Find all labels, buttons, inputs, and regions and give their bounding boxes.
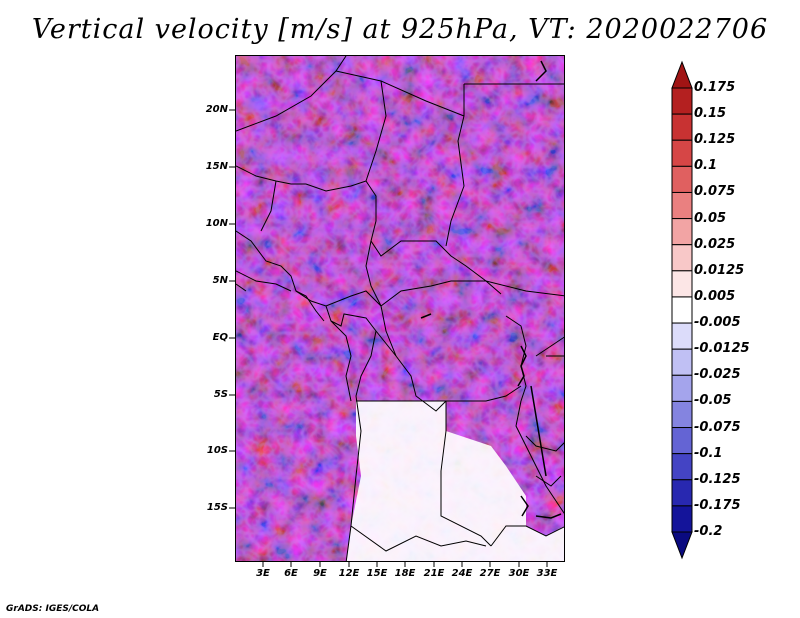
lat-label-5s: 5S [213, 389, 228, 400]
lon-label-3e: 3E [256, 568, 270, 579]
colorbar-swatch [671, 453, 693, 481]
lat-label-15n: 15N [205, 161, 228, 172]
lakes [420, 60, 562, 519]
colorbar-swatch [671, 296, 693, 324]
colorbar-label: 0.005 [694, 288, 736, 304]
lat-label-20n: 20N [205, 104, 228, 115]
lat-label-10s: 10S [206, 445, 228, 456]
map-canvas [236, 56, 564, 561]
colorbar-label: 0.175 [694, 80, 736, 95]
lon-label-6e: 6E [284, 568, 298, 579]
colorbar-swatch [671, 270, 693, 298]
lon-label-30e: 30E [508, 568, 530, 579]
colorbar-label: 0.1 [694, 158, 718, 174]
lon-label-15e: 15E [366, 568, 388, 579]
colorbar-label: -0.075 [694, 419, 741, 435]
colorbar-swatch [671, 505, 693, 533]
colorbar-label: 0.15 [694, 106, 727, 122]
colorbar-bottom-arrow [671, 531, 693, 560]
lat-label-5n: 5N [212, 275, 228, 286]
lon-label-27e: 27E [479, 568, 501, 579]
colorbar-swatch [671, 374, 693, 402]
colorbar-label: -0.0125 [694, 341, 750, 357]
weak-signal-region [346, 401, 564, 561]
lat-label-10n: 10N [205, 218, 228, 229]
colorbar-swatch [671, 244, 693, 272]
colorbar-label: -0.1 [694, 445, 723, 461]
colorbar-label: 0.125 [694, 132, 736, 148]
colorbar-label: 0.0125 [694, 262, 745, 278]
lon-label-33e: 33E [536, 568, 558, 579]
colorbar-swatch [671, 113, 693, 141]
chart-title: Vertical velocity [m/s] at 925hPa, VT: 2… [31, 14, 769, 45]
country-borders [236, 56, 564, 561]
colorbar-swatch [671, 322, 693, 350]
lon-label-9e: 9E [313, 568, 327, 579]
colorbar-label: 0.05 [694, 210, 727, 226]
grads-credit: GrADS: IGES/COLA [6, 604, 100, 614]
colorbar-swatch [671, 218, 693, 246]
colorbar-label: -0.2 [694, 524, 723, 539]
colorbar-swatch [671, 348, 693, 376]
colorbar-label: -0.05 [694, 393, 732, 409]
colorbar-swatch [671, 139, 693, 167]
colorbar-label: -0.125 [694, 471, 741, 487]
lon-label-18e: 18E [394, 568, 416, 579]
colorbar-swatch [671, 191, 693, 220]
lat-label-eq: EQ [212, 332, 228, 343]
colorbar-swatch [671, 87, 693, 115]
colorbar-top-arrow [671, 60, 693, 89]
colorbar [671, 60, 693, 560]
lon-label-21e: 21E [423, 568, 445, 579]
colorbar-label: 0.075 [694, 184, 736, 200]
colorbar-label: -0.005 [694, 315, 741, 331]
colorbar-swatch [671, 165, 693, 193]
lon-label-12e: 12E [338, 568, 360, 579]
colorbar-swatch [671, 479, 693, 507]
colorbar-label: 0.025 [694, 236, 736, 252]
colorbar-label: -0.025 [694, 367, 741, 383]
lon-label-24e: 24E [451, 568, 473, 579]
colorbar-swatch [671, 427, 693, 455]
colorbar-swatch [671, 400, 693, 429]
colorbar-label: -0.175 [694, 497, 741, 513]
lat-label-15s: 15S [206, 502, 228, 513]
map-panel [235, 55, 565, 562]
